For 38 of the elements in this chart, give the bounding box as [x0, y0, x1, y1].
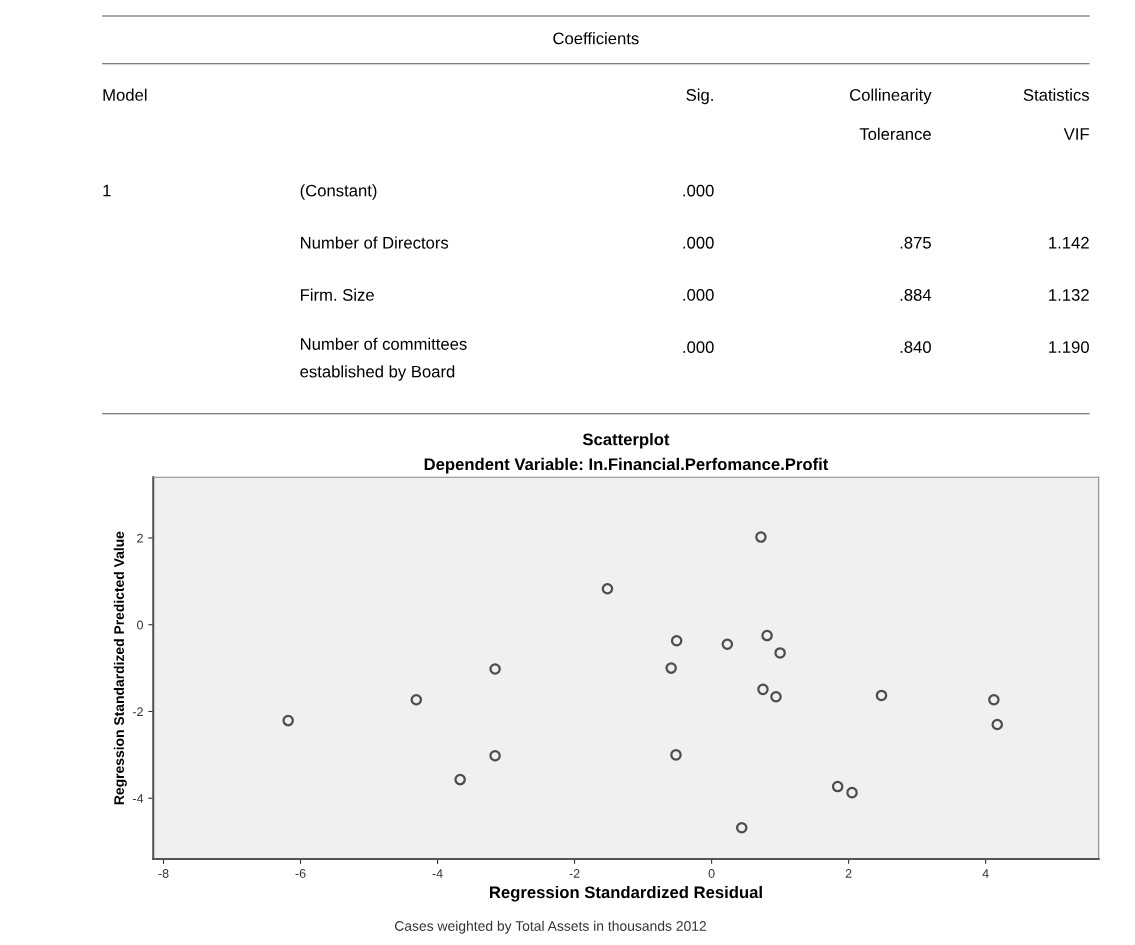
- text: .884: [900, 289, 932, 301]
- text: Statistics: [1023, 88, 1089, 101]
- text: 1.142: [1049, 236, 1089, 249]
- text: Coefficients: [553, 32, 639, 45]
- text: Model: [103, 88, 147, 101]
- y-tick-label: -4: [132, 794, 144, 803]
- text: 1.132: [1049, 289, 1089, 301]
- text: Number of Directors: [301, 236, 449, 249]
- x-tick-label: 2: [845, 869, 852, 878]
- text: .000: [683, 341, 714, 353]
- y-axis-title: Regression Standardized Predicted Value: [113, 531, 127, 805]
- text: Number of committees established by Board: [300, 337, 467, 381]
- text: 1: [103, 184, 111, 197]
- text: .000: [683, 289, 714, 301]
- text: Cases weighted by Total Assets in thousands 2012: [394, 920, 707, 934]
- x-tick-label: -2: [569, 869, 580, 878]
- text: .000: [683, 236, 714, 249]
- x-tick-label: 0: [708, 869, 715, 878]
- text: .875: [900, 236, 931, 249]
- text: 1.190: [1049, 341, 1089, 353]
- y-tick-label: -2: [132, 707, 143, 717]
- text: Tolerance: [859, 127, 931, 140]
- x-axis-title: Regression Standardized Residual: [490, 885, 762, 902]
- x-tick-label: -4: [432, 869, 443, 878]
- text: Collinearity: [850, 88, 932, 105]
- text: Sig.: [686, 88, 713, 105]
- chart-subtitle: Dependent Variable: In.Financial.Perfomance.Profit: [424, 457, 829, 474]
- text: VIF: [1063, 128, 1089, 140]
- text: .840: [900, 341, 931, 353]
- x-tick-label: -8: [158, 869, 169, 878]
- text: Firm. Size: [301, 288, 374, 301]
- chart-title: Scatterplot: [582, 433, 670, 449]
- y-tick-label: 0: [137, 620, 144, 630]
- text: .000: [683, 184, 714, 197]
- x-tick-label: 4: [982, 869, 989, 878]
- x-tick-label: -6: [295, 869, 306, 878]
- text: (Constant): [300, 184, 377, 200]
- y-tick-label: 2: [137, 533, 143, 543]
